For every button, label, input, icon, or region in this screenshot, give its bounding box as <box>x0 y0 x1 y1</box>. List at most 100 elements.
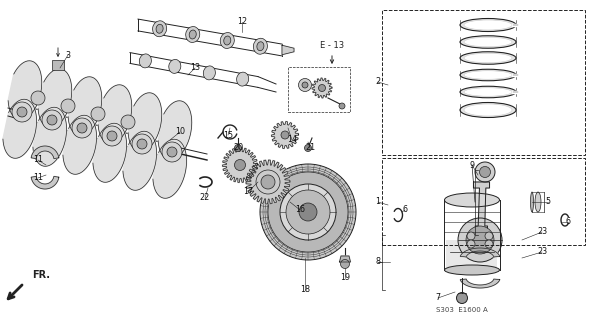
Bar <box>52 60 64 70</box>
Text: 11: 11 <box>33 156 43 164</box>
Ellipse shape <box>153 21 166 37</box>
Polygon shape <box>474 182 490 232</box>
Ellipse shape <box>220 33 234 48</box>
Polygon shape <box>222 148 257 182</box>
Polygon shape <box>460 248 500 257</box>
Circle shape <box>467 240 475 248</box>
Ellipse shape <box>464 104 512 116</box>
Ellipse shape <box>139 54 152 68</box>
Circle shape <box>299 203 317 221</box>
Text: 23: 23 <box>537 247 547 257</box>
Text: E - 13: E - 13 <box>320 41 344 50</box>
Ellipse shape <box>444 193 500 207</box>
Ellipse shape <box>460 69 516 81</box>
Circle shape <box>256 170 280 194</box>
Text: S303  E1600 A: S303 E1600 A <box>436 307 488 313</box>
Circle shape <box>286 190 330 234</box>
Polygon shape <box>312 78 332 98</box>
Polygon shape <box>98 85 132 144</box>
Circle shape <box>260 164 356 260</box>
Ellipse shape <box>530 192 533 212</box>
Circle shape <box>302 82 308 88</box>
Polygon shape <box>282 45 294 55</box>
Circle shape <box>91 107 105 121</box>
Text: 11: 11 <box>33 173 43 182</box>
Ellipse shape <box>460 86 516 98</box>
Polygon shape <box>128 93 162 152</box>
Ellipse shape <box>464 71 512 79</box>
Polygon shape <box>460 279 500 288</box>
Ellipse shape <box>186 27 200 43</box>
Ellipse shape <box>253 38 267 54</box>
Ellipse shape <box>237 72 248 86</box>
Text: 23: 23 <box>537 228 547 236</box>
Circle shape <box>281 131 289 139</box>
Ellipse shape <box>464 37 512 47</box>
Circle shape <box>61 99 75 113</box>
Circle shape <box>167 147 177 157</box>
Text: 13: 13 <box>190 63 200 73</box>
Circle shape <box>339 103 345 109</box>
Circle shape <box>121 115 135 129</box>
Text: 18: 18 <box>300 285 310 294</box>
Circle shape <box>299 78 312 92</box>
Text: 1: 1 <box>375 197 381 206</box>
Circle shape <box>77 123 87 133</box>
Polygon shape <box>246 160 290 204</box>
Circle shape <box>485 240 493 248</box>
Circle shape <box>340 260 349 268</box>
Bar <box>288 67 350 112</box>
Circle shape <box>466 226 494 254</box>
Text: 16: 16 <box>295 205 305 214</box>
Circle shape <box>162 142 182 162</box>
Polygon shape <box>31 146 59 159</box>
Circle shape <box>107 131 117 141</box>
Circle shape <box>261 175 275 189</box>
Ellipse shape <box>464 20 512 30</box>
Polygon shape <box>123 131 156 190</box>
Ellipse shape <box>444 265 500 275</box>
Ellipse shape <box>204 66 215 80</box>
Ellipse shape <box>464 88 512 96</box>
Circle shape <box>457 292 467 303</box>
Ellipse shape <box>460 102 516 117</box>
Ellipse shape <box>257 42 264 51</box>
Polygon shape <box>8 61 42 120</box>
Circle shape <box>458 218 502 262</box>
Circle shape <box>31 91 45 105</box>
Text: 21: 21 <box>305 143 315 153</box>
Text: 14: 14 <box>287 135 297 145</box>
Circle shape <box>102 126 122 146</box>
Polygon shape <box>271 122 299 148</box>
Ellipse shape <box>535 192 541 212</box>
Text: 7: 7 <box>435 293 441 302</box>
Text: 6: 6 <box>565 218 571 227</box>
Circle shape <box>475 162 495 182</box>
Circle shape <box>234 159 245 171</box>
Bar <box>382 10 585 155</box>
Polygon shape <box>339 256 350 262</box>
Text: 9: 9 <box>470 161 474 170</box>
Polygon shape <box>153 139 186 198</box>
Text: 3: 3 <box>65 51 70 60</box>
Circle shape <box>234 145 241 151</box>
Bar <box>382 158 585 245</box>
Circle shape <box>17 107 27 117</box>
Text: 20: 20 <box>233 143 243 153</box>
Circle shape <box>280 184 336 240</box>
Polygon shape <box>68 77 101 136</box>
Circle shape <box>319 84 326 92</box>
Circle shape <box>47 115 57 125</box>
Polygon shape <box>158 101 192 160</box>
Circle shape <box>137 139 147 149</box>
Circle shape <box>42 110 62 130</box>
Circle shape <box>132 134 152 154</box>
Ellipse shape <box>460 52 516 64</box>
Ellipse shape <box>460 19 516 31</box>
Circle shape <box>72 118 92 138</box>
Text: 8: 8 <box>375 258 381 267</box>
Polygon shape <box>3 99 37 158</box>
Ellipse shape <box>464 53 512 63</box>
Polygon shape <box>63 115 97 174</box>
Text: 19: 19 <box>340 274 350 283</box>
